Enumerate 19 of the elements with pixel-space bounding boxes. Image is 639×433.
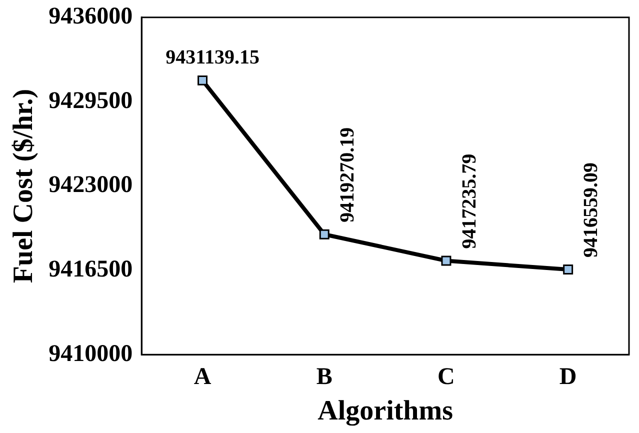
x-axis-title: Algorithms: [318, 395, 454, 426]
x-tick-label: A: [194, 364, 212, 390]
data-label: 9419270.19: [336, 127, 359, 222]
data-label: 9417235.79: [458, 154, 480, 249]
data-label: 9431139.15: [166, 46, 260, 69]
point: [198, 75, 208, 86]
y-tick-label: 9416500: [48, 256, 133, 283]
y-tick-label: 9429500: [48, 88, 133, 114]
y-tick-label: 9436000: [48, 4, 133, 30]
y-tick-label: 9410000: [48, 340, 133, 367]
y-axis-title: Fuel Cost ($/hr.): [8, 88, 40, 284]
point: [563, 264, 574, 275]
x-tick-label: D: [559, 364, 577, 390]
x-tick-label: B: [316, 364, 332, 390]
point: [441, 256, 452, 266]
x-tick-label: C: [438, 364, 455, 390]
point: [319, 229, 330, 240]
data-label: 9416559.09: [580, 162, 602, 258]
y-tick-label: 9423000: [48, 172, 133, 198]
